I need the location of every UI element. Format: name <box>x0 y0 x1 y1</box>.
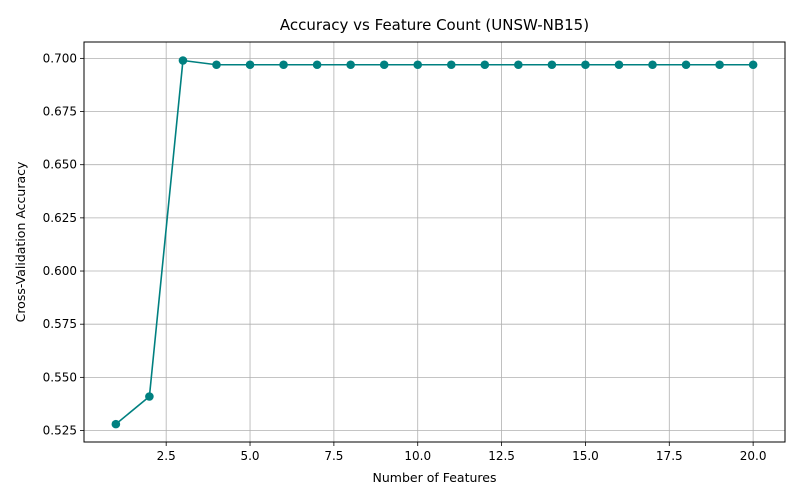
data-point <box>245 60 255 70</box>
plot-frame <box>83 41 786 443</box>
x-tick-label: 12.5 <box>488 449 515 463</box>
data-point <box>446 60 456 70</box>
data-point <box>111 419 121 429</box>
grid-lines <box>84 42 785 442</box>
chart-title: Accuracy vs Feature Count (UNSW-NB15) <box>280 16 589 34</box>
data-point <box>648 60 657 70</box>
data-point <box>581 60 590 70</box>
data-point <box>547 60 557 70</box>
x-axis-label: Number of Features <box>373 470 497 485</box>
data-point <box>279 60 288 70</box>
data-point <box>346 60 355 70</box>
y-axis-label: Cross-Validation Accuracy <box>13 161 28 322</box>
x-tick-label: 7.5 <box>324 449 343 463</box>
data-point <box>681 60 691 70</box>
y-tick-label: 0.625 <box>43 211 77 225</box>
series-line <box>115 59 754 425</box>
y-tick-label: 0.550 <box>43 370 77 384</box>
y-tick-label: 0.600 <box>43 264 77 278</box>
y-tick-label: 0.650 <box>43 158 77 172</box>
y-tick-label: 0.575 <box>43 317 77 331</box>
x-tick-label: 17.5 <box>656 449 683 463</box>
data-point <box>178 56 188 65</box>
data-point <box>614 60 624 70</box>
y-axis: 0.525 0.550 0.575 0.600 0.625 0.650 0.675 0.700 <box>43 51 84 438</box>
x-tick-label: 10.0 <box>404 449 431 463</box>
x-tick-label: 5.0 <box>240 449 259 463</box>
y-tick-label: 0.525 <box>43 424 77 438</box>
data-point <box>715 60 724 70</box>
x-tick-label: 2.5 <box>157 449 176 463</box>
x-axis: 2.5 5.0 7.5 10.0 12.5 15.0 17.5 20.0 <box>157 442 767 463</box>
x-tick-label: 15.0 <box>572 449 599 463</box>
x-tick-label: 20.0 <box>740 449 767 463</box>
data-point <box>145 392 154 401</box>
data-point <box>379 60 389 70</box>
data-point <box>212 60 221 70</box>
data-point <box>514 60 523 70</box>
y-tick-label: 0.675 <box>43 105 77 119</box>
data-point <box>312 60 322 70</box>
data-point <box>480 60 490 70</box>
y-tick-label: 0.700 <box>43 51 77 65</box>
series-layer <box>111 56 758 429</box>
data-point <box>748 60 758 70</box>
data-point <box>413 60 423 70</box>
